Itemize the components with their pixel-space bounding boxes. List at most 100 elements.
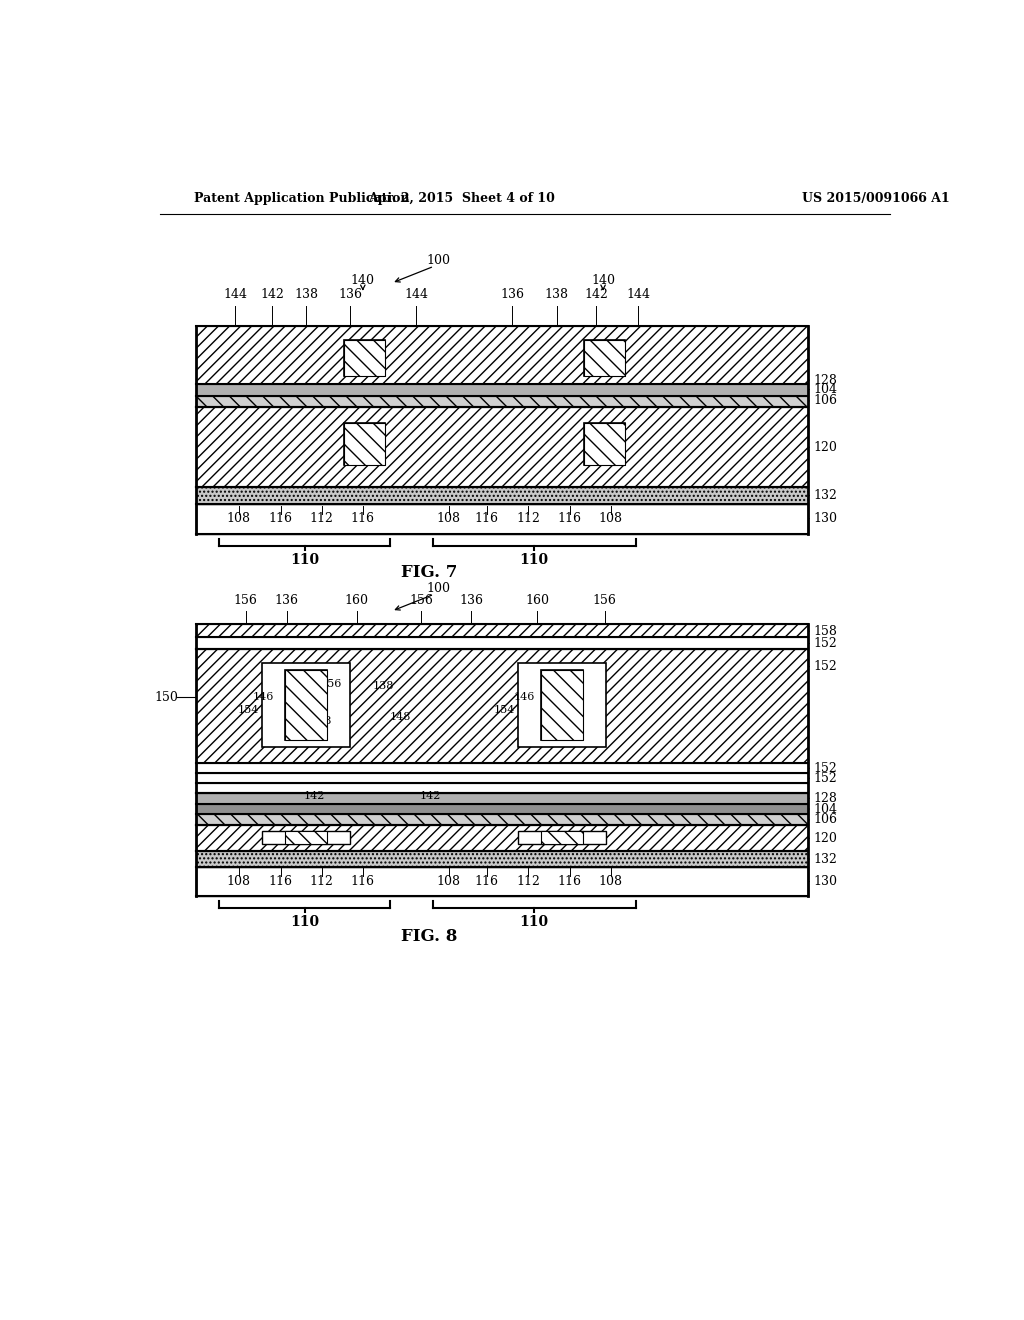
Text: 110: 110 (290, 915, 319, 928)
Text: 154: 154 (238, 705, 259, 715)
Text: 144: 144 (223, 288, 247, 301)
Text: 138: 138 (545, 288, 568, 301)
Text: 142: 142 (420, 791, 441, 801)
Text: 120: 120 (814, 832, 838, 845)
Text: 144: 144 (626, 288, 650, 301)
Bar (197, 774, 809, 783)
Text: 116: 116 (475, 512, 499, 525)
Bar (197, 504, 809, 535)
Text: 108: 108 (227, 512, 251, 525)
Text: 104: 104 (814, 383, 838, 396)
Text: 136: 136 (460, 594, 483, 607)
Text: 128: 128 (814, 374, 838, 387)
Bar (518, 663, 606, 747)
Text: 140: 140 (351, 273, 375, 286)
Bar (197, 649, 809, 763)
Bar (197, 825, 809, 851)
Bar (197, 624, 809, 638)
Text: 130: 130 (814, 512, 838, 525)
Text: 100: 100 (426, 582, 450, 594)
Text: 108: 108 (227, 875, 251, 888)
Text: 112: 112 (310, 875, 334, 888)
Text: 112: 112 (516, 875, 540, 888)
Bar (197, 407, 809, 487)
Text: 110: 110 (519, 915, 549, 928)
Text: 108: 108 (599, 875, 623, 888)
Bar (585, 341, 625, 376)
Text: 146: 146 (514, 693, 536, 702)
Bar (197, 396, 809, 407)
Text: 116: 116 (268, 875, 293, 888)
Bar (197, 384, 809, 396)
Text: 106: 106 (814, 813, 838, 826)
Bar (286, 671, 328, 739)
Bar (541, 671, 583, 739)
Bar (197, 851, 809, 867)
Bar (197, 804, 809, 814)
Text: 148: 148 (390, 713, 412, 722)
Text: 108: 108 (437, 512, 461, 525)
Bar (541, 671, 583, 739)
Bar (585, 422, 625, 465)
Text: 152: 152 (814, 660, 838, 673)
Text: 156: 156 (321, 678, 342, 689)
Text: 116: 116 (475, 875, 499, 888)
Bar (197, 763, 809, 774)
Text: 160: 160 (345, 594, 369, 607)
Text: 138: 138 (288, 686, 309, 697)
Text: 156: 156 (233, 594, 258, 607)
Bar (344, 422, 385, 465)
Text: Apr. 2, 2015  Sheet 4 of 10: Apr. 2, 2015 Sheet 4 of 10 (368, 191, 555, 205)
Text: 104: 104 (814, 803, 838, 816)
Text: 106: 106 (814, 395, 838, 408)
Bar (197, 326, 809, 384)
Text: 116: 116 (558, 875, 582, 888)
Text: 156: 156 (409, 594, 433, 607)
Bar (344, 422, 385, 465)
Bar (585, 341, 625, 376)
Text: 138: 138 (294, 288, 318, 301)
Bar (197, 638, 809, 649)
Bar (344, 341, 385, 376)
Bar (541, 832, 583, 845)
Text: 132: 132 (814, 490, 838, 502)
Text: 112: 112 (310, 512, 334, 525)
Text: 152: 152 (814, 772, 838, 785)
Text: 142: 142 (303, 791, 325, 801)
Bar (262, 663, 350, 747)
Text: 108: 108 (599, 512, 623, 525)
Text: 148: 148 (311, 715, 333, 726)
Text: 100: 100 (426, 253, 450, 267)
Text: 152: 152 (814, 638, 838, 649)
Bar (344, 341, 385, 376)
Text: 136: 136 (274, 594, 299, 607)
Text: 142: 142 (260, 288, 284, 301)
Text: 116: 116 (351, 875, 375, 888)
Bar (197, 487, 809, 504)
Bar (197, 793, 809, 804)
Text: 116: 116 (558, 512, 582, 525)
Text: US 2015/0091066 A1: US 2015/0091066 A1 (802, 191, 950, 205)
Bar (518, 832, 606, 845)
Text: 150: 150 (155, 690, 178, 704)
Text: Patent Application Publication: Patent Application Publication (194, 191, 410, 205)
Text: 152: 152 (814, 762, 838, 775)
Bar (286, 671, 328, 739)
Text: 130: 130 (814, 875, 838, 888)
Text: 142: 142 (584, 288, 608, 301)
Text: 156: 156 (593, 594, 616, 607)
Text: 116: 116 (351, 512, 375, 525)
Text: 154: 154 (494, 705, 515, 715)
Text: 110: 110 (519, 553, 549, 566)
Text: 112: 112 (516, 512, 540, 525)
Text: 120: 120 (814, 441, 838, 454)
Text: 108: 108 (437, 875, 461, 888)
Bar (197, 814, 809, 825)
Bar (286, 832, 328, 845)
Text: 136: 136 (338, 288, 362, 301)
Text: 144: 144 (404, 288, 428, 301)
Bar (197, 783, 809, 793)
Bar (585, 422, 625, 465)
Text: 146: 146 (252, 693, 273, 702)
Text: FIG. 8: FIG. 8 (400, 928, 457, 945)
